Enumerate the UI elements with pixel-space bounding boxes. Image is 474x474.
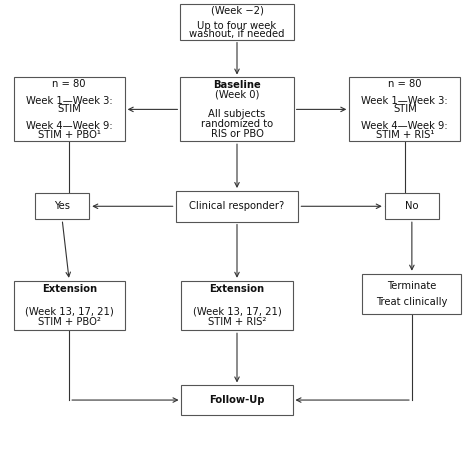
Text: Extension: Extension	[210, 284, 264, 294]
Text: randomized to: randomized to	[201, 119, 273, 129]
FancyBboxPatch shape	[180, 77, 294, 141]
Text: (Week 13, 17, 21): (Week 13, 17, 21)	[25, 306, 114, 316]
Text: n = 80: n = 80	[53, 79, 86, 89]
FancyBboxPatch shape	[14, 77, 125, 141]
FancyBboxPatch shape	[182, 281, 292, 330]
Text: Week 1—Week 3:: Week 1—Week 3:	[26, 96, 112, 106]
Text: Extension: Extension	[42, 284, 97, 294]
Text: (Week −2): (Week −2)	[210, 5, 264, 15]
Text: RIS or PBO: RIS or PBO	[210, 129, 264, 139]
FancyBboxPatch shape	[182, 385, 292, 415]
Text: All subjects: All subjects	[209, 109, 265, 119]
FancyBboxPatch shape	[180, 4, 294, 40]
Text: Follow-Up: Follow-Up	[209, 395, 265, 405]
Text: STIM: STIM	[393, 104, 417, 114]
Text: (Week 0): (Week 0)	[215, 90, 259, 100]
Text: Baseline: Baseline	[213, 80, 261, 90]
Text: STIM: STIM	[57, 104, 81, 114]
FancyBboxPatch shape	[385, 193, 439, 219]
Text: STIM + RIS²: STIM + RIS²	[208, 317, 266, 327]
Text: STIM + PBO¹: STIM + PBO¹	[38, 130, 100, 140]
Text: Up to four week: Up to four week	[198, 21, 276, 31]
FancyBboxPatch shape	[14, 281, 125, 330]
Text: Week 1—Week 3:: Week 1—Week 3:	[362, 96, 448, 106]
FancyBboxPatch shape	[35, 193, 89, 219]
FancyBboxPatch shape	[349, 77, 460, 141]
Text: washout, if needed: washout, if needed	[189, 29, 285, 39]
Text: Terminate: Terminate	[387, 281, 437, 291]
Text: STIM + PBO²: STIM + PBO²	[38, 317, 100, 327]
FancyBboxPatch shape	[362, 273, 462, 314]
Text: Week 4—Week 9:: Week 4—Week 9:	[362, 121, 448, 131]
Text: No: No	[405, 201, 419, 211]
Text: Clinical responder?: Clinical responder?	[190, 201, 284, 211]
Text: n = 80: n = 80	[388, 79, 421, 89]
Text: (Week 13, 17, 21): (Week 13, 17, 21)	[192, 306, 282, 316]
Text: Yes: Yes	[54, 201, 70, 211]
FancyBboxPatch shape	[175, 191, 299, 222]
Text: Treat clinically: Treat clinically	[376, 297, 447, 307]
Text: STIM + RIS¹: STIM + RIS¹	[375, 130, 434, 140]
Text: Week 4—Week 9:: Week 4—Week 9:	[26, 121, 112, 131]
